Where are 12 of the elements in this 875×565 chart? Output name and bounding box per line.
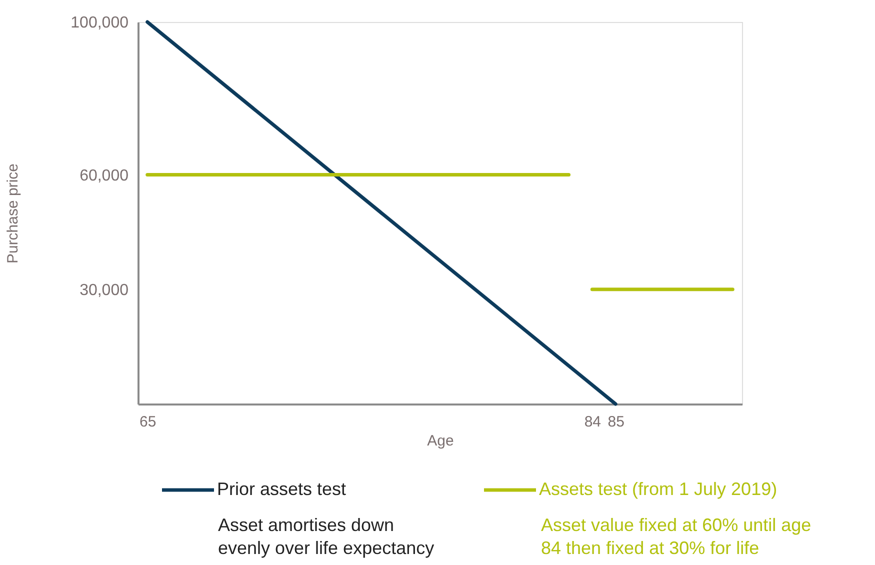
text: Asset value fixed at 60% until age 84 then fixed at 30% for life <box>541 515 812 558</box>
y-tick-label: 30,000 <box>80 282 129 299</box>
legend-label: Assets test (from 1 July 2019) <box>539 479 778 499</box>
x-axis-title: Age <box>427 432 454 450</box>
y-axis-title: Purchase price <box>4 163 22 264</box>
x-tick-label: 65 <box>140 414 156 430</box>
legend-label: Prior assets test <box>217 479 346 499</box>
x-tick-label: 84 <box>584 414 602 430</box>
y-tick-label: 60,000 <box>80 167 129 184</box>
y-tick-label: 100,000 <box>70 14 129 32</box>
x-tick-label: 85 <box>608 414 624 430</box>
text: Asset amortises down evenly over life expectancy <box>218 515 434 558</box>
